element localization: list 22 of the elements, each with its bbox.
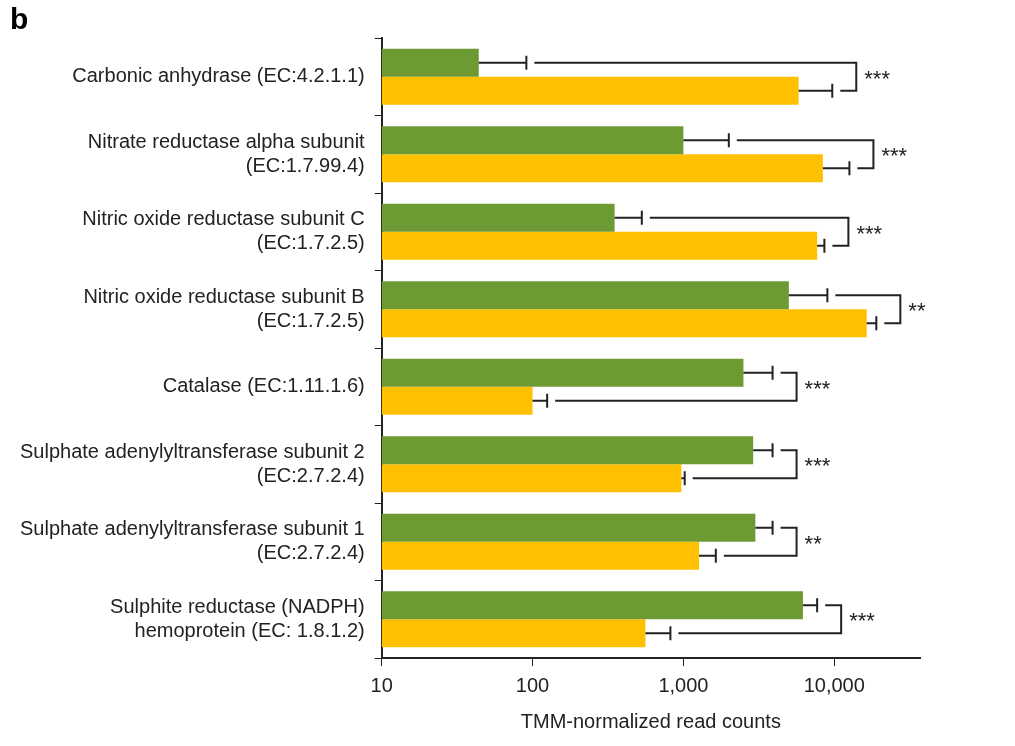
annotation: *** (804, 375, 831, 401)
y-tick-label: Nitric oxide reductase subunit B (EC:1.7.2.5) (83, 284, 365, 331)
annotation: *** (881, 143, 908, 169)
x-tick-label: 100 (515, 673, 550, 696)
annotation: *** (864, 65, 891, 91)
annotation: *** (849, 608, 876, 634)
y-tick-label: Nitrate reductase alpha subunit (EC:1.7.99.4) (87, 129, 366, 176)
y-tick-label: Nitric oxide reductase subunit C (EC:1.7.2.5) (82, 207, 365, 254)
x-axis-title: TMM-normalized read counts (520, 709, 781, 732)
annotation: ** (804, 530, 823, 556)
y-tick-label: Sulphate adenylyltransferase subunit 1 (EC:2.7.2.4) (20, 517, 365, 564)
y-tick-label: Catalase (EC:1.11.1.6) (162, 374, 365, 397)
y-tick-label: Sulphite reductase (NADPH) hemoprotein (EC: 1.8.1.2) (110, 594, 365, 641)
annotation: ** (908, 298, 926, 324)
x-tick-label: 10 (370, 673, 393, 696)
x-tick-label: 10,000 (803, 673, 865, 696)
y-tick-label: Sulphate adenylyltransferase subunit 2 (EC:2.7.2.4) (20, 439, 365, 486)
x-tick-label: 1,000 (658, 673, 709, 696)
annotation: *** (856, 220, 883, 246)
annotation: *** (804, 453, 831, 479)
text: b (10, 2, 29, 36)
y-tick-label: Carbonic anhydrase (EC:4.2.1.1) (72, 64, 365, 87)
